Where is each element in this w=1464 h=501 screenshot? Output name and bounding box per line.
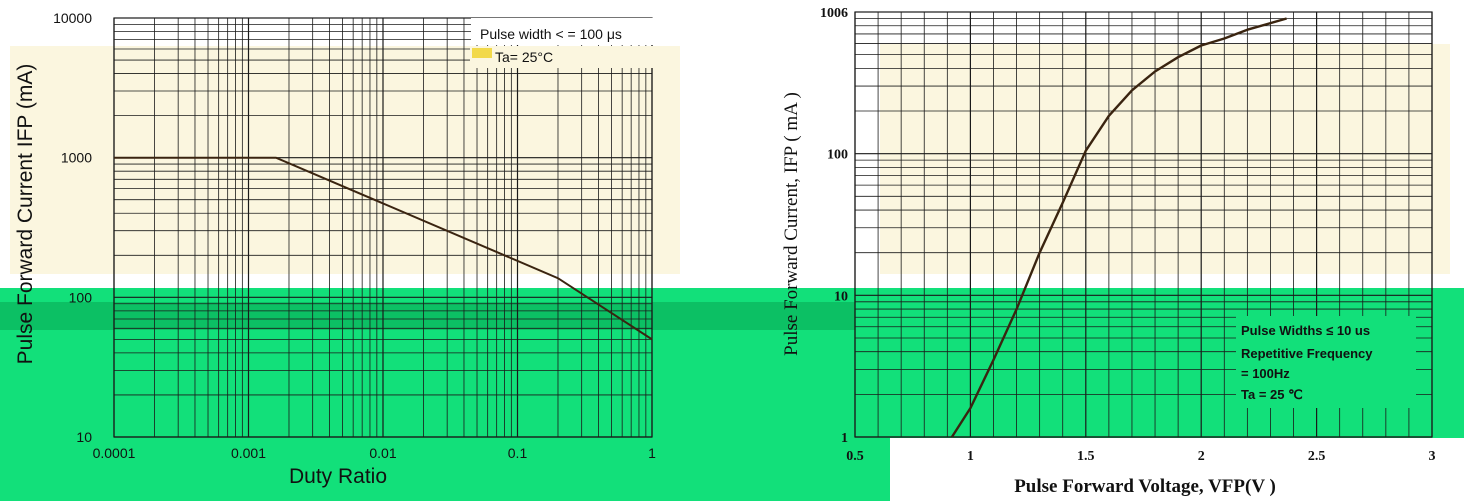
left-note-backdrop <box>471 18 666 45</box>
right-x-tick-label: 1.5 <box>1077 449 1095 464</box>
right-cream-panel <box>880 44 1450 274</box>
right-y-tick-label: 100 <box>827 148 848 163</box>
left-y-tick-label: 100 <box>69 289 93 305</box>
right-y-axis-title: Pulse Forward Current, IFP ( mA ) <box>781 92 802 356</box>
left-note-temperature: Ta= 25°C <box>495 49 553 65</box>
right-note-line: Pulse Widths ≤ 10 us <box>1241 323 1370 338</box>
right-note-line: = 100Hz <box>1241 366 1290 381</box>
right-x-tick-label: 3 <box>1429 449 1436 464</box>
right-y-tick-label: 1006 <box>820 6 848 21</box>
left-y-tick-label: 1000 <box>61 150 92 166</box>
left-note-legend-swatch <box>472 48 492 58</box>
right-x-tick-label: 1 <box>967 449 974 464</box>
left-cream-panel <box>10 46 680 274</box>
right-y-tick-label: 10 <box>834 289 848 304</box>
left-x-tick-label: 0.1 <box>508 445 528 461</box>
left-plot-frame <box>113 17 653 438</box>
left-chart-duty-ratio: 10 100 1000 10000 0.0001 0.001 0.01 0.1 1 Duty Ra… <box>0 10 890 501</box>
right-note-line: Repetitive Frequency <box>1241 346 1373 361</box>
right-x-tick-label: 2.5 <box>1308 449 1326 464</box>
green-band-stripe <box>0 302 890 330</box>
right-y-tick-label: 1 <box>841 431 848 446</box>
left-x-tick-label: 0.01 <box>369 445 396 461</box>
right-note-backdrop <box>1236 316 1416 408</box>
right-x-tick-label: 2 <box>1198 449 1205 464</box>
left-x-tick-label: 1 <box>648 445 656 461</box>
left-x-axis-title: Duty Ratio <box>289 465 387 488</box>
left-y-tick-label: 10000 <box>53 10 92 26</box>
right-x-tick-label: 0.5 <box>846 449 864 464</box>
left-y-axis-title: Pulse Forward Current IFP (mA) <box>14 64 37 365</box>
right-x-axis-title: Pulse Forward Voltage, VFP(V ) <box>1014 476 1276 497</box>
left-note-pulse-width: Pulse width < = 100 μs <box>480 26 622 42</box>
right-plot-frame <box>854 11 1433 438</box>
left-x-tick-label: 0.0001 <box>93 445 136 461</box>
left-x-tick-label: 0.001 <box>231 445 266 461</box>
right-series-line <box>950 17 1287 438</box>
left-series-line <box>114 156 653 341</box>
left-note-backdrop-2 <box>470 46 668 68</box>
right-note-line: Ta = 25 ℃ <box>1241 387 1303 402</box>
left-y-tick-label: 10 <box>76 429 92 445</box>
right-chart-forward-voltage: 1 10 100 1006 0.5 1 1.5 2 2.5 3 Pulse Forward Volt… <box>781 6 1464 497</box>
